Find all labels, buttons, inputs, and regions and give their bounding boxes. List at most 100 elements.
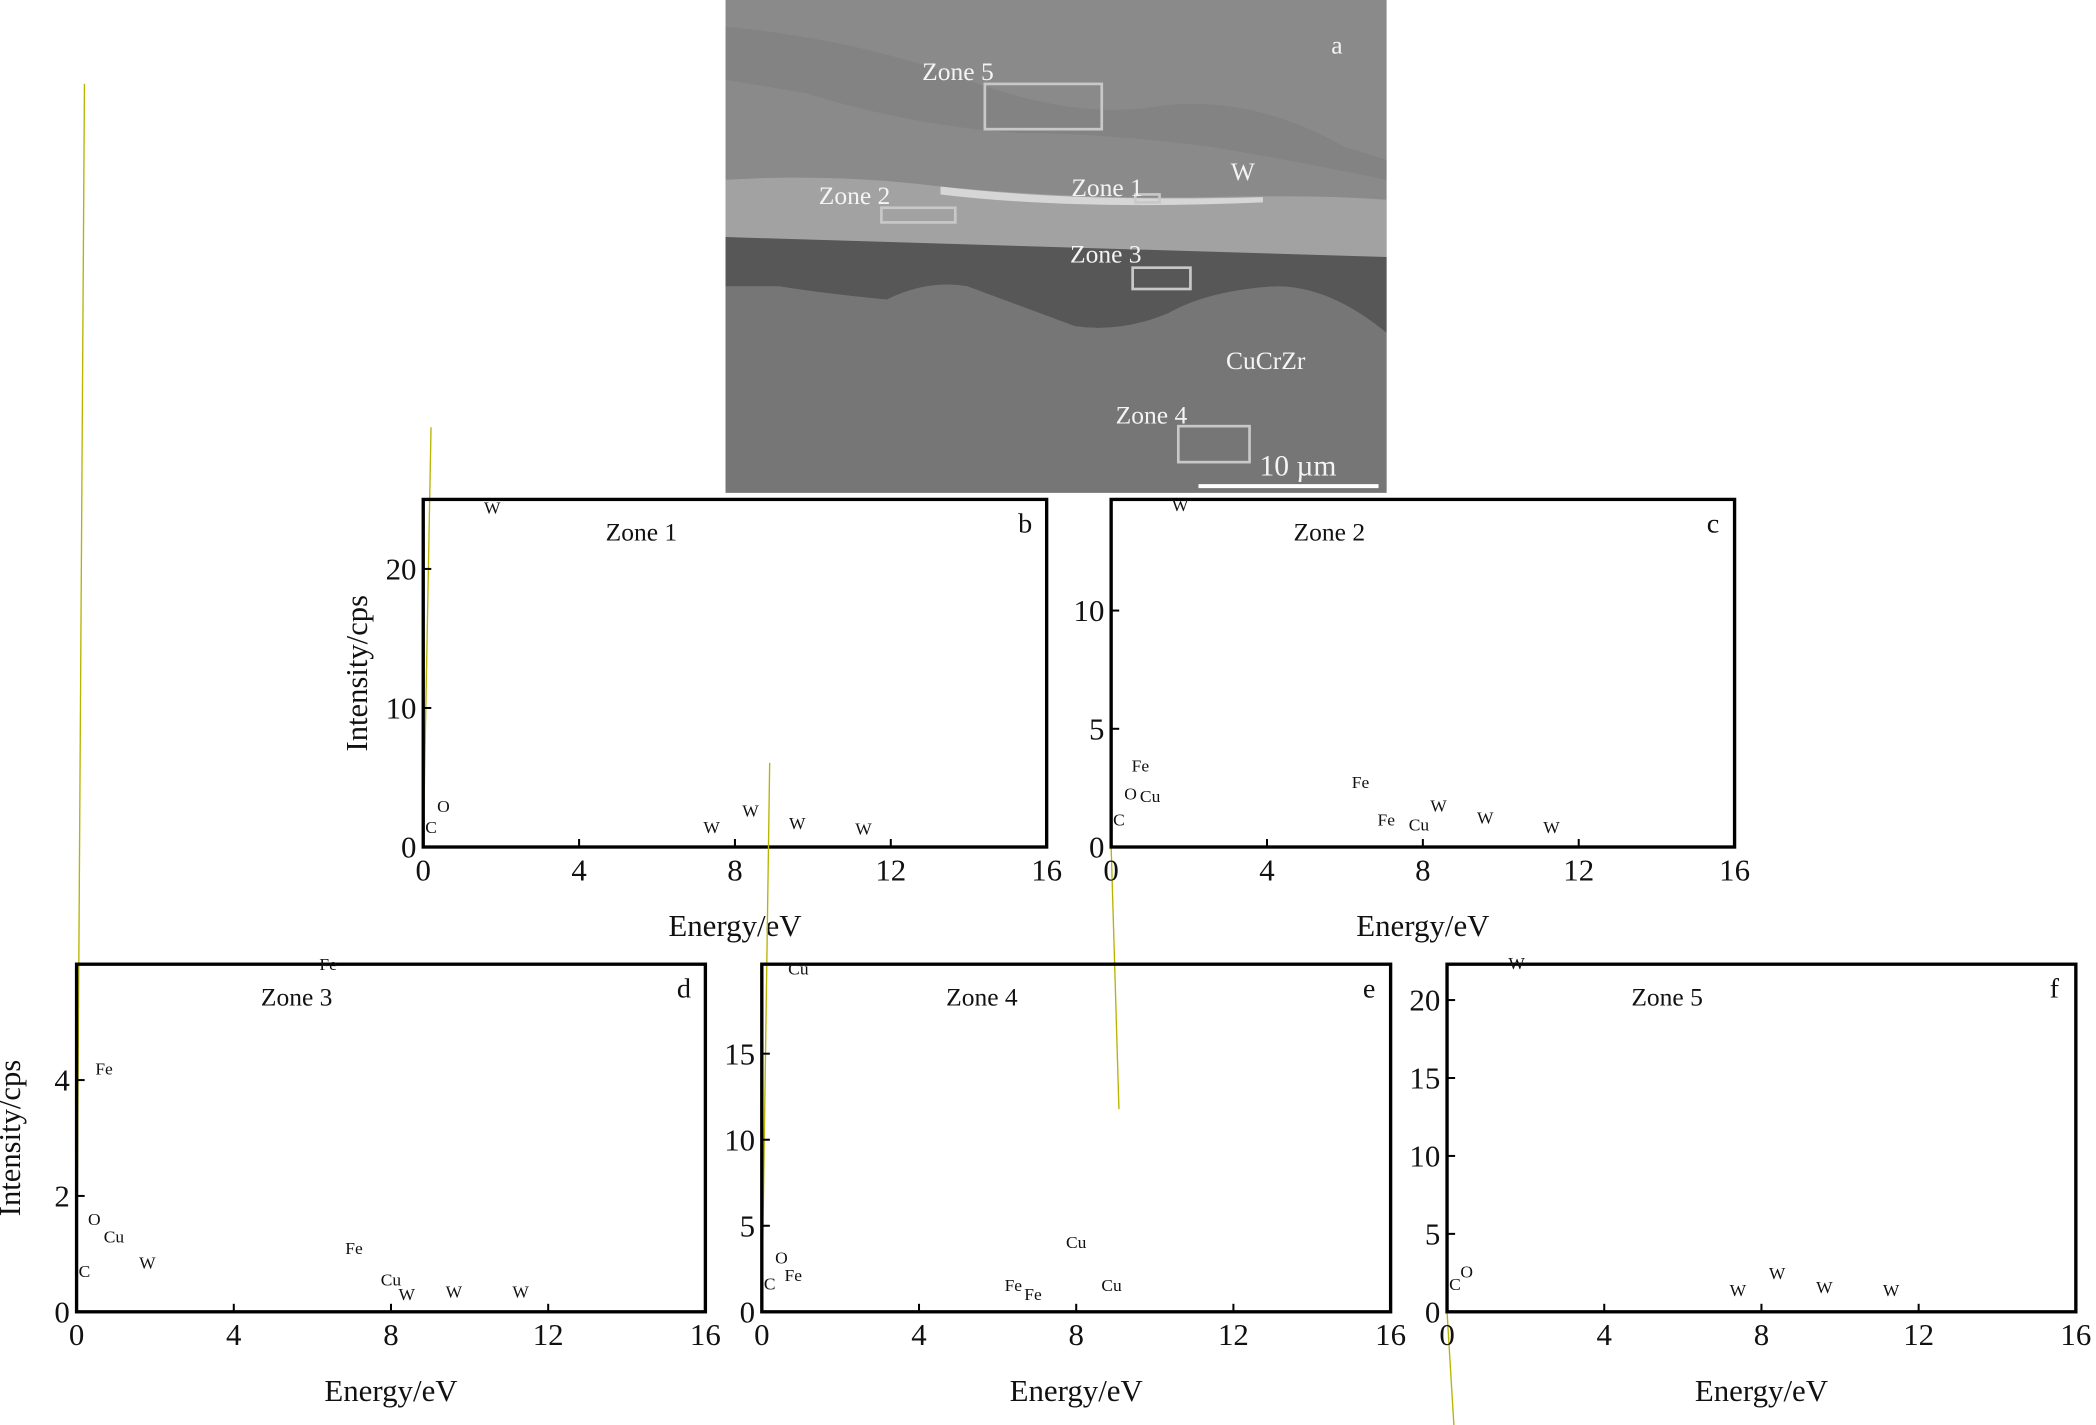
peak-label: C: [764, 1274, 776, 1293]
x-tick-label: 0: [416, 853, 431, 887]
peak-label: Fe: [1352, 773, 1370, 792]
peak-label: W: [446, 1282, 463, 1301]
x-tick-label: 4: [1597, 1318, 1612, 1352]
spectrum-area: [1446, 1311, 1455, 1425]
image-label: Zone 2: [819, 182, 891, 210]
peak-label: Fe: [1024, 1285, 1042, 1304]
x-tick-label: 0: [1103, 853, 1118, 887]
y-tick-label: 15: [1409, 1062, 1440, 1096]
peak-label: W: [789, 814, 806, 833]
panel-label: f: [2050, 974, 2060, 1005]
peak-label: Fe: [1005, 1276, 1023, 1295]
panel-label: b: [1018, 509, 1032, 540]
peak-label: W: [512, 1282, 529, 1301]
peak-label: O: [437, 797, 450, 816]
y-tick-label: 10: [1074, 594, 1105, 628]
peak-label: W: [398, 1285, 415, 1304]
image-label: Zone 1: [1071, 174, 1143, 202]
peak-label: Cu: [1140, 787, 1161, 806]
plot-frame: [1109, 497, 1737, 849]
x-tick-label: 8: [383, 1318, 398, 1352]
y-tick-label: 5: [1425, 1218, 1440, 1252]
x-tick-label: 4: [911, 1318, 926, 1352]
x-tick-label: 12: [1903, 1318, 1934, 1352]
peak-label: C: [1113, 811, 1125, 830]
peak-label: Fe: [319, 955, 337, 974]
peak-label: Fe: [1132, 756, 1150, 775]
y-tick-label: 0: [1089, 831, 1104, 865]
y-tick-label: 20: [386, 553, 417, 587]
x-tick-label: 4: [226, 1318, 241, 1352]
x-axis-label: Energy/eV: [1010, 1374, 1143, 1408]
peak-label: O: [775, 1249, 788, 1268]
plot-frame: [760, 962, 1393, 1314]
x-tick-label: 8: [1415, 853, 1430, 887]
panel-label: a: [1331, 31, 1342, 59]
x-tick-label: 12: [875, 853, 906, 887]
peak-label: Cu: [381, 1271, 402, 1290]
plot-frame: [421, 497, 1049, 849]
x-tick-label: 16: [690, 1318, 721, 1352]
peak-label: O: [1460, 1263, 1473, 1282]
peak-label: W: [1543, 818, 1560, 837]
chart-title: Zone 5: [1631, 984, 1703, 1012]
zone-box: [1131, 266, 1192, 291]
panel-label: d: [677, 974, 691, 1005]
y-tick-label: 10: [724, 1123, 755, 1157]
y-tick-label: 2: [54, 1180, 69, 1214]
chart: 0 4 8 12 16 0 10 20 Zone 1 b Energy/eV Intensity/cp…: [340, 427, 1062, 943]
y-tick-label: 5: [740, 1210, 755, 1244]
y-axis-label: Intensity/cps: [0, 1060, 27, 1216]
y-tick-label: 4: [54, 1064, 69, 1098]
peak-label: W: [1730, 1281, 1747, 1300]
sem-layer: [725, 284, 1387, 493]
peak-label: W: [1769, 1264, 1786, 1283]
peak-label: W: [1477, 808, 1494, 827]
y-tick-label: 15: [724, 1037, 755, 1071]
sem-texture: [725, 26, 1387, 180]
x-tick-label: 4: [571, 853, 586, 887]
plot-frame: [74, 962, 708, 1314]
y-tick-label: 0: [1425, 1296, 1440, 1330]
peak-label: W: [1883, 1281, 1900, 1300]
peak-label: Fe: [1378, 811, 1396, 830]
y-tick-label: 0: [740, 1296, 755, 1330]
peak-label: W: [484, 498, 501, 517]
sem-image: a Zone 5 Zone 2 Zone 1 W Zone 3 CuCrZr Z…: [725, 0, 1387, 493]
x-tick-label: 16: [1375, 1318, 1406, 1352]
peak-label: W: [703, 818, 720, 837]
zone-box: [1176, 424, 1251, 464]
peak-label: Cu: [1066, 1233, 1087, 1252]
peak-label: Cu: [788, 960, 809, 979]
zone-box: [1133, 193, 1161, 204]
y-tick-label: 10: [386, 692, 417, 726]
y-axis-label: Intensity/cps: [340, 595, 374, 751]
panel-label: c: [1707, 509, 1720, 540]
sem-layer: [940, 186, 1263, 206]
peak-label: W: [1508, 954, 1525, 973]
peak-label: Fe: [785, 1266, 803, 1285]
peak-label: W: [742, 801, 759, 820]
x-axis-label: Energy/eV: [1356, 909, 1489, 943]
x-axis-label: Energy/eV: [1695, 1374, 1828, 1408]
image-label: W: [1231, 158, 1255, 186]
x-tick-label: 0: [1439, 1318, 1454, 1352]
image-label: CuCrZr: [1226, 347, 1306, 375]
chart: 0 4 8 12 16 0 5 10 15 20 Zone 5 f Energy/eV CO W W W W W: [1409, 954, 2091, 1425]
x-tick-label: 0: [69, 1318, 84, 1352]
plot-frame: [1445, 962, 2078, 1314]
image-label: Zone 5: [922, 58, 994, 86]
image-label: Zone 3: [1070, 240, 1142, 268]
panel-label: e: [1363, 974, 1376, 1005]
peak-label: O: [88, 1210, 101, 1229]
sem-layer: [725, 237, 1387, 333]
y-tick-label: 0: [401, 831, 416, 865]
x-tick-label: 16: [1719, 853, 1750, 887]
peak-label: Cu: [1101, 1276, 1122, 1295]
zone-box: [983, 82, 1104, 131]
chart-title: Zone 2: [1294, 519, 1366, 547]
